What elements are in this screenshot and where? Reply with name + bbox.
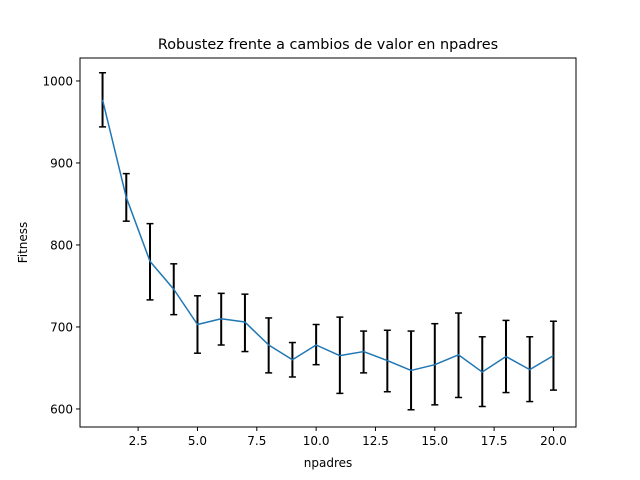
y-tick-label: 800 [50, 238, 73, 252]
series-line [101, 99, 554, 373]
y-axis-label: Fitness [16, 222, 30, 264]
y-tick-label: 600 [50, 402, 73, 416]
plot-area-frame [79, 57, 577, 428]
x-axis-ticks: 2.5 5.0 7.5 10.0 12.5 15.0 17.5 20.0 [129, 427, 567, 448]
y-tick-label: 900 [50, 156, 73, 170]
x-tick-label: 7.5 [247, 434, 266, 448]
x-tick-label: 10.0 [303, 434, 330, 448]
series-group [101, 99, 554, 373]
x-tick-label: 2.5 [129, 434, 148, 448]
x-tick-label: 5.0 [188, 434, 207, 448]
x-tick-label: 17.5 [481, 434, 508, 448]
y-tick-label: 700 [50, 320, 73, 334]
y-axis-ticks: 600 700 800 900 1000 [42, 74, 80, 416]
y-tick-label: 1000 [42, 74, 73, 88]
x-tick-label: 12.5 [362, 434, 389, 448]
x-tick-label: 20.0 [540, 434, 567, 448]
x-axis-label: npadres [304, 456, 353, 470]
x-tick-label: 15.0 [421, 434, 448, 448]
chart-title: Robustez frente a cambios de valor en np… [158, 37, 498, 53]
